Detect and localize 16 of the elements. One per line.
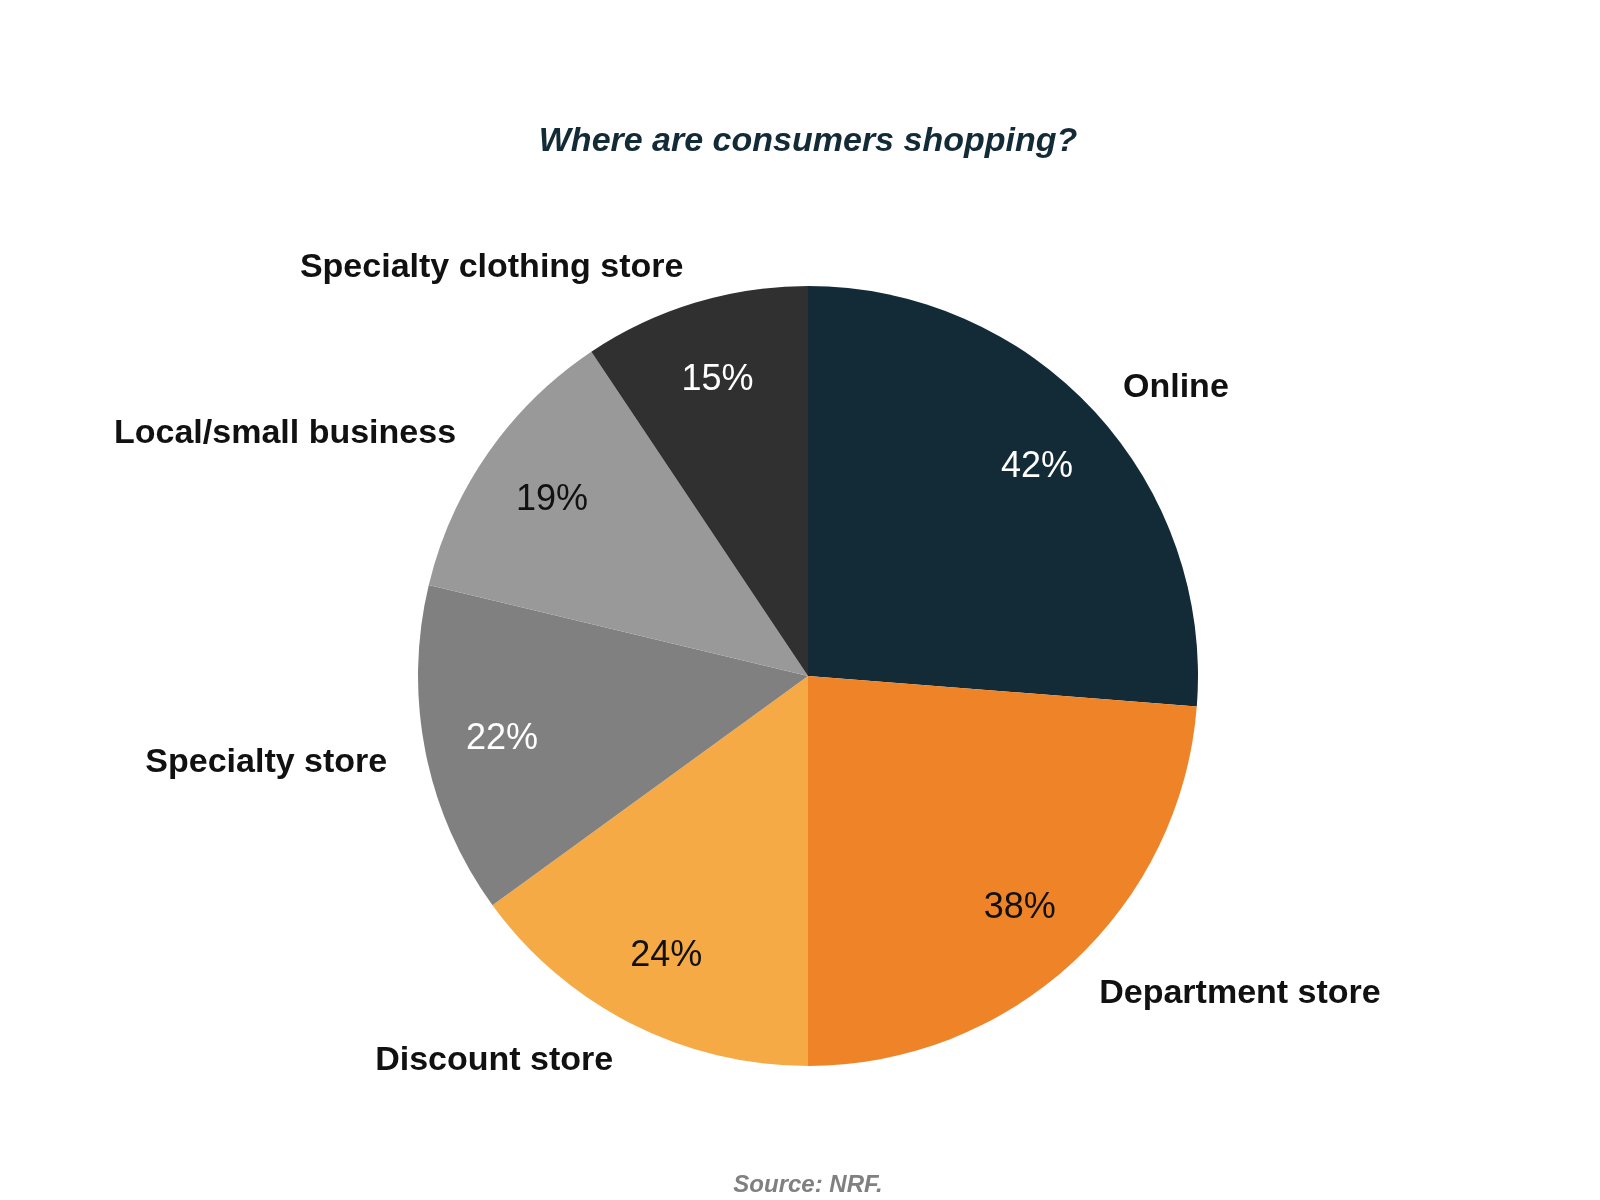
data-label: 19% [516, 477, 589, 519]
data-label: 24% [630, 933, 703, 975]
data-label: 42% [1001, 443, 1074, 485]
slice-label: Specialty clothing store [299, 246, 684, 285]
pie-slice [418, 584, 808, 906]
source-note: Source: NRF. [733, 1170, 883, 1197]
pie-slice [591, 286, 808, 676]
slice-label: Discount store [375, 1039, 614, 1078]
slice-label: Online [1123, 365, 1229, 404]
slice-label: Specialty store [145, 740, 388, 779]
data-label: 15% [681, 356, 754, 398]
data-label: 22% [465, 716, 539, 758]
slice-label: Department store [1099, 972, 1381, 1011]
data-label: 38% [983, 884, 1056, 926]
chart-title: Where are consumers shopping? [538, 120, 1078, 158]
slice-label: Local/small business [114, 411, 457, 450]
